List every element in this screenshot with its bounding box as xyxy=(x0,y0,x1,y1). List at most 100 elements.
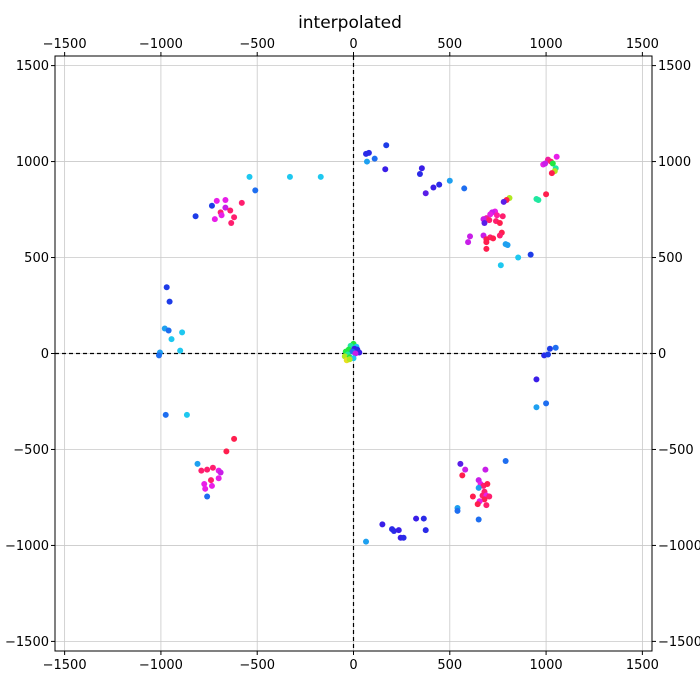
data-point-60 xyxy=(213,197,220,204)
data-point-91 xyxy=(201,481,208,488)
data-point-8 xyxy=(422,190,429,197)
data-point-31 xyxy=(493,212,500,219)
data-point-50 xyxy=(504,242,511,249)
data-point-103 xyxy=(422,527,429,534)
data-point-2 xyxy=(365,149,372,156)
data-point-24 xyxy=(535,196,542,203)
data-point-59 xyxy=(208,202,215,209)
x-tick-label-top-1: −1000 xyxy=(139,37,183,52)
data-point-90 xyxy=(215,475,222,482)
data-point-92 xyxy=(208,482,215,489)
data-point-37 xyxy=(496,219,503,226)
data-point-56 xyxy=(286,173,293,180)
data-point-75 xyxy=(168,336,175,343)
data-point-104 xyxy=(363,538,370,545)
data-point-9 xyxy=(430,184,437,191)
data-point-120 xyxy=(486,493,493,500)
data-point-84 xyxy=(209,464,216,471)
data-point-126 xyxy=(502,457,509,464)
x-tick-label-bottom-3: 0 xyxy=(349,658,357,673)
y-tick-label-right-4: 500 xyxy=(658,251,683,266)
data-point-43 xyxy=(490,235,497,242)
data-point-108 xyxy=(462,466,469,473)
data-point-89 xyxy=(207,477,214,484)
data-point-85 xyxy=(204,466,211,473)
data-point-98 xyxy=(395,527,402,534)
data-point-30 xyxy=(487,211,494,218)
data-point-149 xyxy=(346,356,353,363)
y-tick-label-left-0: −1500 xyxy=(5,635,49,650)
data-point-81 xyxy=(194,460,201,467)
data-point-51 xyxy=(527,251,534,258)
data-point-40 xyxy=(496,232,503,239)
x-tick-label-bottom-5: 1000 xyxy=(530,658,563,673)
data-point-132 xyxy=(543,400,550,407)
data-point-94 xyxy=(204,493,211,500)
data-point-66 xyxy=(211,216,218,223)
data-point-27 xyxy=(500,198,507,205)
data-point-82 xyxy=(231,435,238,442)
data-point-55 xyxy=(252,187,259,194)
x-tick-label-top-3: 0 xyxy=(349,37,357,52)
data-point-109 xyxy=(459,472,466,479)
data-point-65 xyxy=(227,207,234,214)
data-point-106 xyxy=(454,507,461,514)
data-point-57 xyxy=(317,173,324,180)
data-point-83 xyxy=(223,448,230,455)
y-tick-label-right-6: 1500 xyxy=(658,59,691,74)
data-point-123 xyxy=(474,501,481,508)
data-point-102 xyxy=(420,515,427,522)
data-point-7 xyxy=(416,171,423,178)
x-tick-label-bottom-1: −1000 xyxy=(139,658,183,673)
data-point-62 xyxy=(222,204,229,211)
data-point-121 xyxy=(481,496,488,503)
data-point-127 xyxy=(552,344,559,351)
data-point-52 xyxy=(515,254,522,261)
data-point-35 xyxy=(486,217,493,224)
data-point-15 xyxy=(553,153,560,160)
data-point-93 xyxy=(202,485,209,492)
y-tick-label-left-1: −1000 xyxy=(5,539,49,554)
data-point-97 xyxy=(390,528,397,535)
data-point-88 xyxy=(217,469,224,476)
data-point-3 xyxy=(371,155,378,162)
data-point-32 xyxy=(499,213,506,220)
y-tick-label-left-5: 1000 xyxy=(16,155,49,170)
y-tick-label-right-0: −1500 xyxy=(658,635,700,650)
data-point-107 xyxy=(457,460,464,467)
data-point-128 xyxy=(546,345,553,352)
x-tick-label-top-5: 1000 xyxy=(530,37,563,52)
axis-ticks: −1500 −1500 −1000 −1000 −500 −500 0 0 500 500 1000… xyxy=(5,37,700,673)
data-point-64 xyxy=(218,212,225,219)
data-point-70 xyxy=(163,284,170,291)
x-tick-label-top-4: 500 xyxy=(437,37,462,52)
data-point-133 xyxy=(533,404,540,411)
data-point-18 xyxy=(549,160,556,167)
data-point-47 xyxy=(483,239,490,246)
data-point-131 xyxy=(533,376,540,383)
y-tick-label-left-6: 1500 xyxy=(16,59,49,74)
data-point-46 xyxy=(465,239,472,246)
chart-title: interpolated xyxy=(298,13,402,33)
data-point-116 xyxy=(469,493,476,500)
data-point-95 xyxy=(379,521,386,528)
y-tick-label-left-2: −500 xyxy=(13,443,49,458)
x-tick-label-bottom-0: −1500 xyxy=(43,658,87,673)
data-point-73 xyxy=(165,327,172,334)
data-point-54 xyxy=(246,173,253,180)
data-point-86 xyxy=(198,467,205,474)
x-tick-label-bottom-2: −500 xyxy=(239,658,275,673)
data-point-38 xyxy=(481,219,488,226)
y-tick-label-left-4: 500 xyxy=(24,251,49,266)
data-point-110 xyxy=(482,466,489,473)
x-tick-label-top-6: 1500 xyxy=(626,37,659,52)
data-point-61 xyxy=(222,196,229,203)
data-point-11 xyxy=(446,177,453,184)
data-point-71 xyxy=(166,298,173,305)
data-point-5 xyxy=(382,166,389,173)
data-point-45 xyxy=(467,233,474,240)
data-point-48 xyxy=(483,245,490,252)
data-point-130 xyxy=(545,351,552,358)
data-point-0 xyxy=(383,142,390,149)
